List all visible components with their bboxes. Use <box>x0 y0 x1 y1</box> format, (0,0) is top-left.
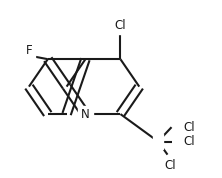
Polygon shape <box>153 134 163 149</box>
Text: N: N <box>81 108 90 121</box>
Text: Cl: Cl <box>164 159 176 172</box>
Text: F: F <box>26 44 32 57</box>
Text: Cl: Cl <box>115 19 126 32</box>
Polygon shape <box>112 18 129 33</box>
Text: Cl: Cl <box>184 121 195 134</box>
Text: Cl: Cl <box>184 135 195 148</box>
Polygon shape <box>23 43 35 59</box>
Polygon shape <box>78 106 93 122</box>
